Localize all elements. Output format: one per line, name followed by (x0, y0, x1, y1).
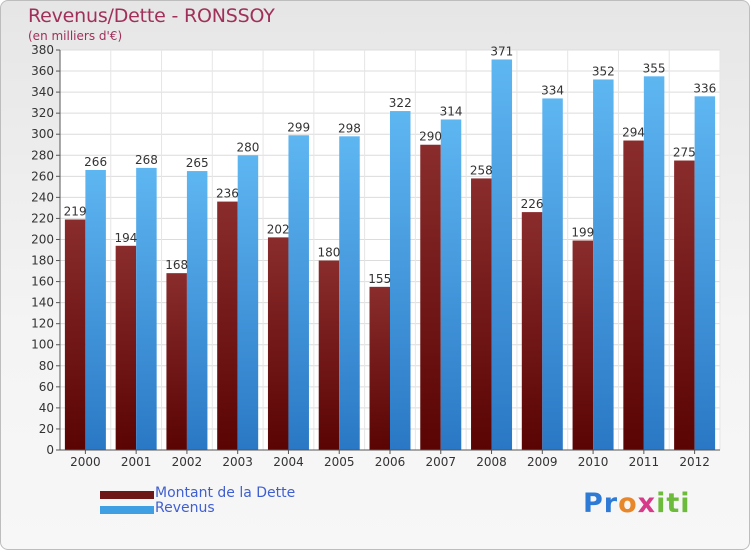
data-label-dette: 226 (521, 197, 544, 211)
y-tick-label: 240 (31, 190, 54, 204)
chart-title: Revenus/Dette - RONSSOY (28, 5, 275, 27)
y-tick-label: 180 (31, 254, 54, 268)
bar-dette (64, 219, 86, 450)
bar-dette (674, 160, 695, 451)
bar-revenus (643, 76, 665, 450)
bar-revenus (390, 111, 411, 450)
x-tick-label: 2010 (578, 455, 609, 469)
data-label-dette: 219 (64, 204, 87, 218)
x-tick-label: 2008 (476, 455, 507, 469)
bar-revenus (440, 119, 462, 450)
data-label-revenus: 352 (592, 64, 615, 78)
x-tick-label: 2002 (172, 455, 203, 469)
data-label-revenus: 266 (84, 155, 107, 169)
y-tick-label: 140 (31, 296, 54, 310)
y-tick-label: 160 (31, 275, 54, 289)
data-label-dette: 180 (318, 246, 341, 260)
data-label-dette: 290 (419, 130, 442, 144)
x-tick-label: 2005 (324, 455, 355, 469)
bar-dette (369, 286, 390, 450)
x-tick-label: 2001 (121, 455, 152, 469)
x-tick-label: 2009 (527, 455, 558, 469)
y-tick-label: 300 (31, 127, 54, 141)
bar-revenus (136, 167, 157, 451)
y-tick-label: 80 (39, 359, 54, 373)
bar-dette (572, 240, 594, 450)
y-tick-label: 220 (31, 211, 54, 225)
bar-dette (521, 212, 543, 450)
bar-revenus (542, 98, 563, 450)
data-label-revenus: 299 (287, 120, 310, 134)
y-tick-label: 320 (31, 106, 54, 120)
proxiti-logo: Proxiti (583, 488, 691, 519)
y-tick-label: 360 (31, 64, 54, 78)
y-tick-label: 20 (39, 422, 54, 436)
bar-revenus (694, 96, 716, 450)
bar-revenus (237, 155, 259, 450)
data-label-revenus: 334 (541, 83, 564, 97)
data-label-revenus: 314 (440, 104, 463, 118)
legend-swatch-dette (100, 491, 154, 499)
y-tick-label: 260 (31, 169, 54, 183)
bar-dette (471, 178, 492, 450)
x-tick-label: 2011 (629, 455, 660, 469)
bar-dette (267, 237, 289, 450)
bar-dette (420, 144, 441, 450)
data-label-revenus: 298 (338, 121, 361, 135)
legend-swatch-revenus (100, 506, 154, 514)
x-tick-label: 2003 (222, 455, 253, 469)
x-tick-label: 2012 (679, 455, 710, 469)
data-label-dette: 294 (622, 126, 645, 140)
data-label-revenus: 265 (186, 156, 209, 170)
logo-part: Pr (583, 488, 619, 519)
bar-dette (623, 140, 644, 451)
x-tick-label: 2004 (273, 455, 304, 469)
data-label-revenus: 355 (643, 61, 666, 75)
legend-label-dette: Montant de la Dette (155, 485, 296, 501)
y-tick-label: 100 (31, 338, 54, 352)
bar-revenus (339, 136, 360, 450)
y-tick-label: 280 (31, 148, 54, 162)
bar-dette (318, 260, 340, 450)
data-label-revenus: 371 (490, 44, 513, 58)
logo-part: x (637, 488, 657, 519)
data-label-revenus: 280 (236, 140, 259, 154)
y-tick-label: 340 (31, 85, 54, 99)
y-tick-label: 40 (39, 401, 54, 415)
x-tick-label: 2000 (70, 455, 101, 469)
x-tick-label: 2007 (425, 455, 456, 469)
legend-label-revenus: Revenus (155, 500, 215, 516)
bar-revenus (85, 170, 106, 450)
bar-dette (115, 245, 137, 450)
bar-revenus (491, 59, 513, 450)
y-tick-label: 0 (46, 443, 54, 457)
bar-revenus (593, 79, 614, 450)
data-label-dette: 258 (470, 163, 493, 177)
logo-part: o (618, 488, 638, 519)
logo-part: iti (656, 488, 691, 519)
data-label-dette: 202 (267, 222, 290, 236)
y-tick-label: 380 (31, 43, 54, 57)
data-label-dette: 236 (216, 187, 239, 201)
data-label-dette: 168 (165, 258, 188, 272)
data-label-revenus: 336 (693, 81, 716, 95)
y-tick-label: 200 (31, 232, 54, 246)
y-tick-label: 60 (39, 380, 54, 394)
bar-revenus (186, 171, 208, 451)
bar-dette (217, 201, 238, 450)
chart-subtitle: (en milliers d'€) (28, 29, 123, 43)
x-tick-label: 2006 (375, 455, 406, 469)
bar-dette (166, 273, 187, 450)
data-label-dette: 194 (114, 231, 137, 245)
data-label-dette: 155 (368, 272, 391, 286)
data-label-revenus: 322 (389, 96, 412, 110)
data-label-dette: 199 (571, 226, 594, 240)
data-label-revenus: 268 (135, 153, 158, 167)
y-tick-label: 120 (31, 317, 54, 331)
data-label-dette: 275 (673, 146, 696, 160)
bar-revenus (288, 135, 309, 450)
